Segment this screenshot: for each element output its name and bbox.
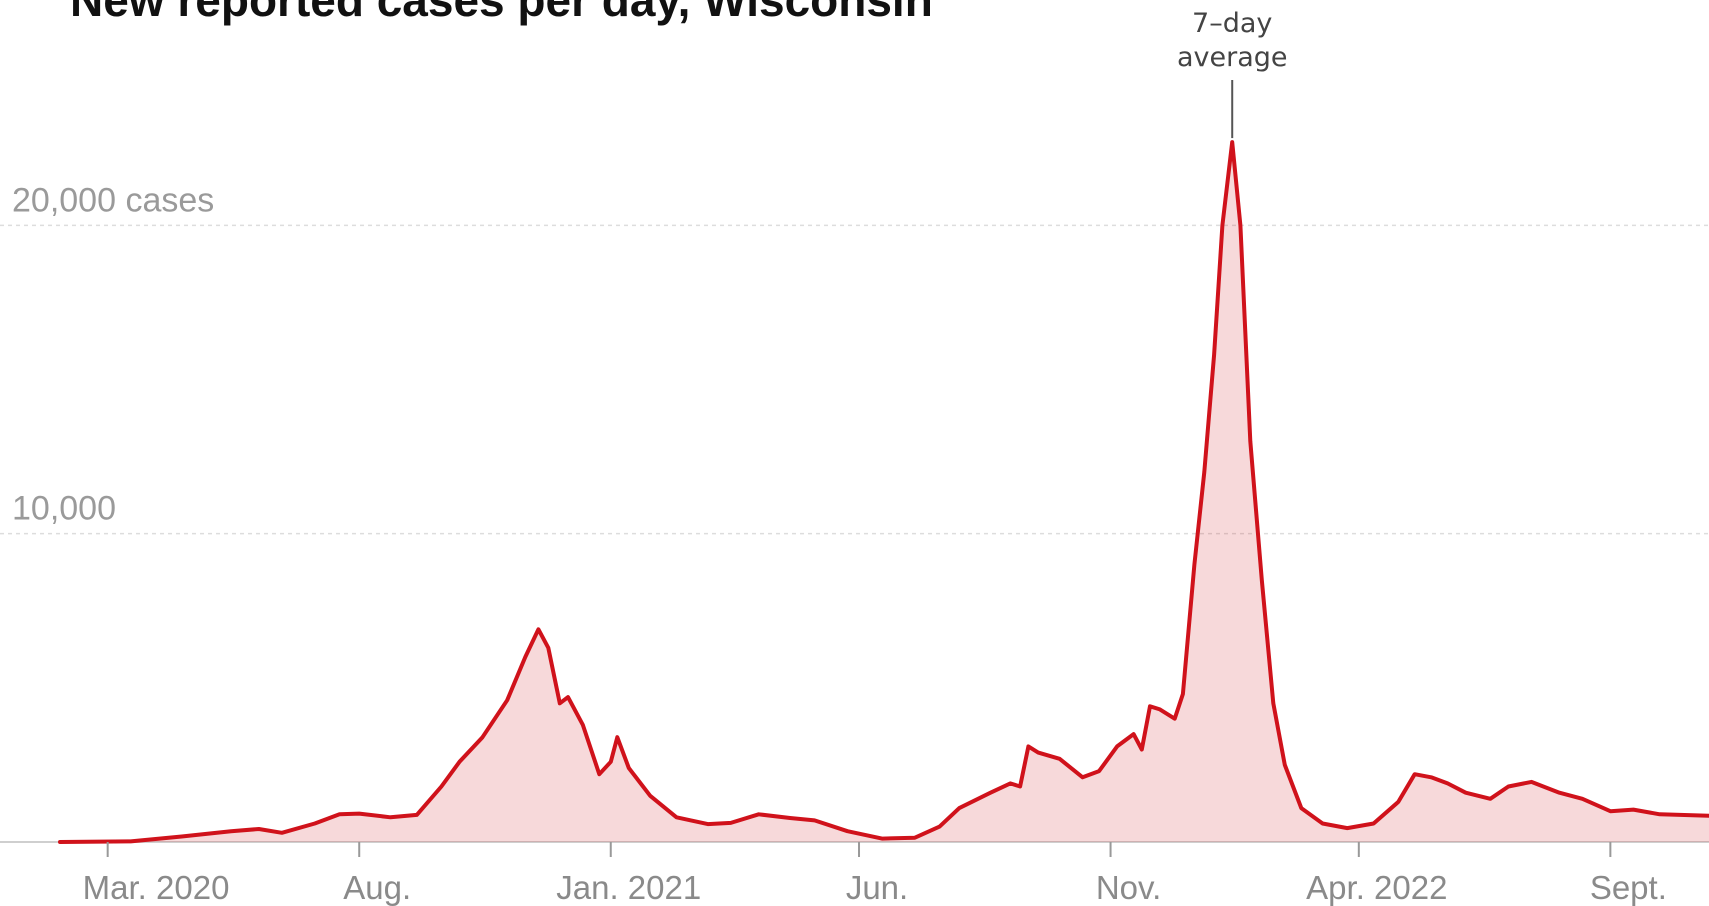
series-line-0 [58,140,1709,844]
annotation-label-line1: 7–day [1192,8,1272,39]
x-tick-label: Sept. [1590,869,1667,906]
x-tick-label: Apr. 2022 [1306,869,1447,906]
y-tick-labels: 10,000 20,000 cases [12,181,214,527]
x-tick-label: Nov. [1096,869,1161,906]
series-layer [58,140,1709,844]
series-annotation: 7–day average [1177,8,1288,139]
annotation-label-line2: average [1177,42,1288,73]
chart-title: New reported cases per day, Wisconsin [70,0,933,26]
x-tick-label: Jun. [846,869,908,906]
y-tick-label: 20,000 cases [12,181,214,219]
y-tick-label: 10,000 [12,490,116,528]
series-area-0 [60,142,1709,843]
x-tick-label: Jan. 2021 [556,869,701,906]
x-tick-label: Mar. 2020 [83,869,230,906]
x-tick-label: Aug. [343,869,411,906]
x-ticks: Mar. 2020 Aug. Jan. 2021 Jun. Nov. Apr. 2022 S… [83,842,1667,906]
gridlines [0,224,1709,535]
